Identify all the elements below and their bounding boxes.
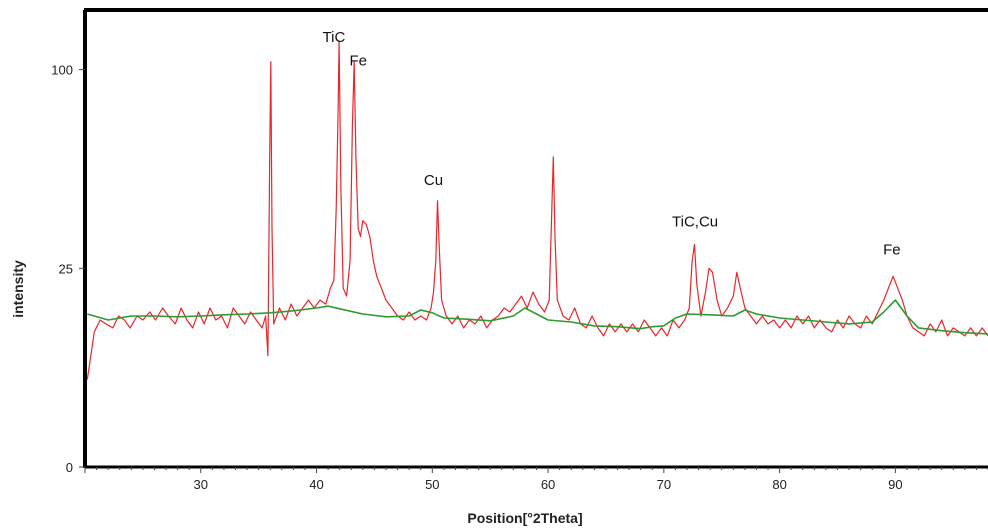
y-axis-title: intensity xyxy=(10,260,26,318)
y-tick-label: 25 xyxy=(59,261,73,276)
background-line xyxy=(87,299,988,335)
y-axis-ticks: 0 25 100 xyxy=(51,63,85,475)
x-axis-title: Position[°2Theta] xyxy=(467,510,582,526)
y-tick-label: 0 xyxy=(66,460,73,475)
x-tick-label: 90 xyxy=(888,477,902,492)
x-tick-label: 70 xyxy=(657,477,671,492)
peak-label: TiC,Cu xyxy=(672,214,718,231)
x-tick-label: 30 xyxy=(194,477,208,492)
y-tick-label: 100 xyxy=(51,63,73,78)
x-tick-label: 60 xyxy=(541,477,555,492)
peak-label: Fe xyxy=(883,241,901,258)
x-tick-label: 80 xyxy=(772,477,786,492)
x-tick-label: 50 xyxy=(425,477,439,492)
peak-label: Cu xyxy=(424,172,443,189)
pattern-line xyxy=(86,41,988,380)
peak-label: Fe xyxy=(349,53,367,70)
peak-label: TiC xyxy=(323,29,346,46)
x-axis-ticks: 30 40 50 60 70 80 90 xyxy=(84,467,988,492)
series-layer xyxy=(86,41,988,380)
x-tick-label: 40 xyxy=(309,477,323,492)
